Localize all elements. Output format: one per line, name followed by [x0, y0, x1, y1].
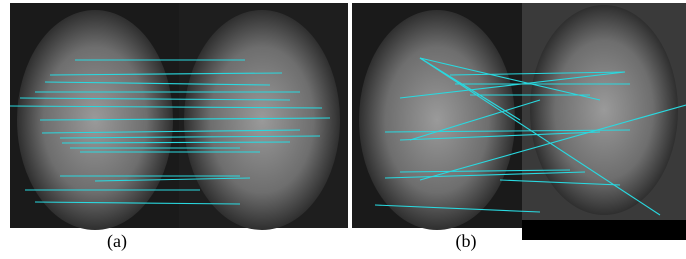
face	[530, 5, 678, 215]
figure: (a) (b)	[0, 0, 686, 259]
face	[184, 10, 340, 230]
panel-b	[352, 3, 686, 240]
face	[359, 10, 515, 230]
panel-caption: (b)	[456, 231, 477, 252]
panel-caption: (a)	[107, 231, 127, 252]
page: {"figure": {"panels": [{"label": "(a)"},…	[0, 0, 686, 259]
black-strip	[522, 220, 686, 240]
panel-a	[10, 3, 348, 230]
